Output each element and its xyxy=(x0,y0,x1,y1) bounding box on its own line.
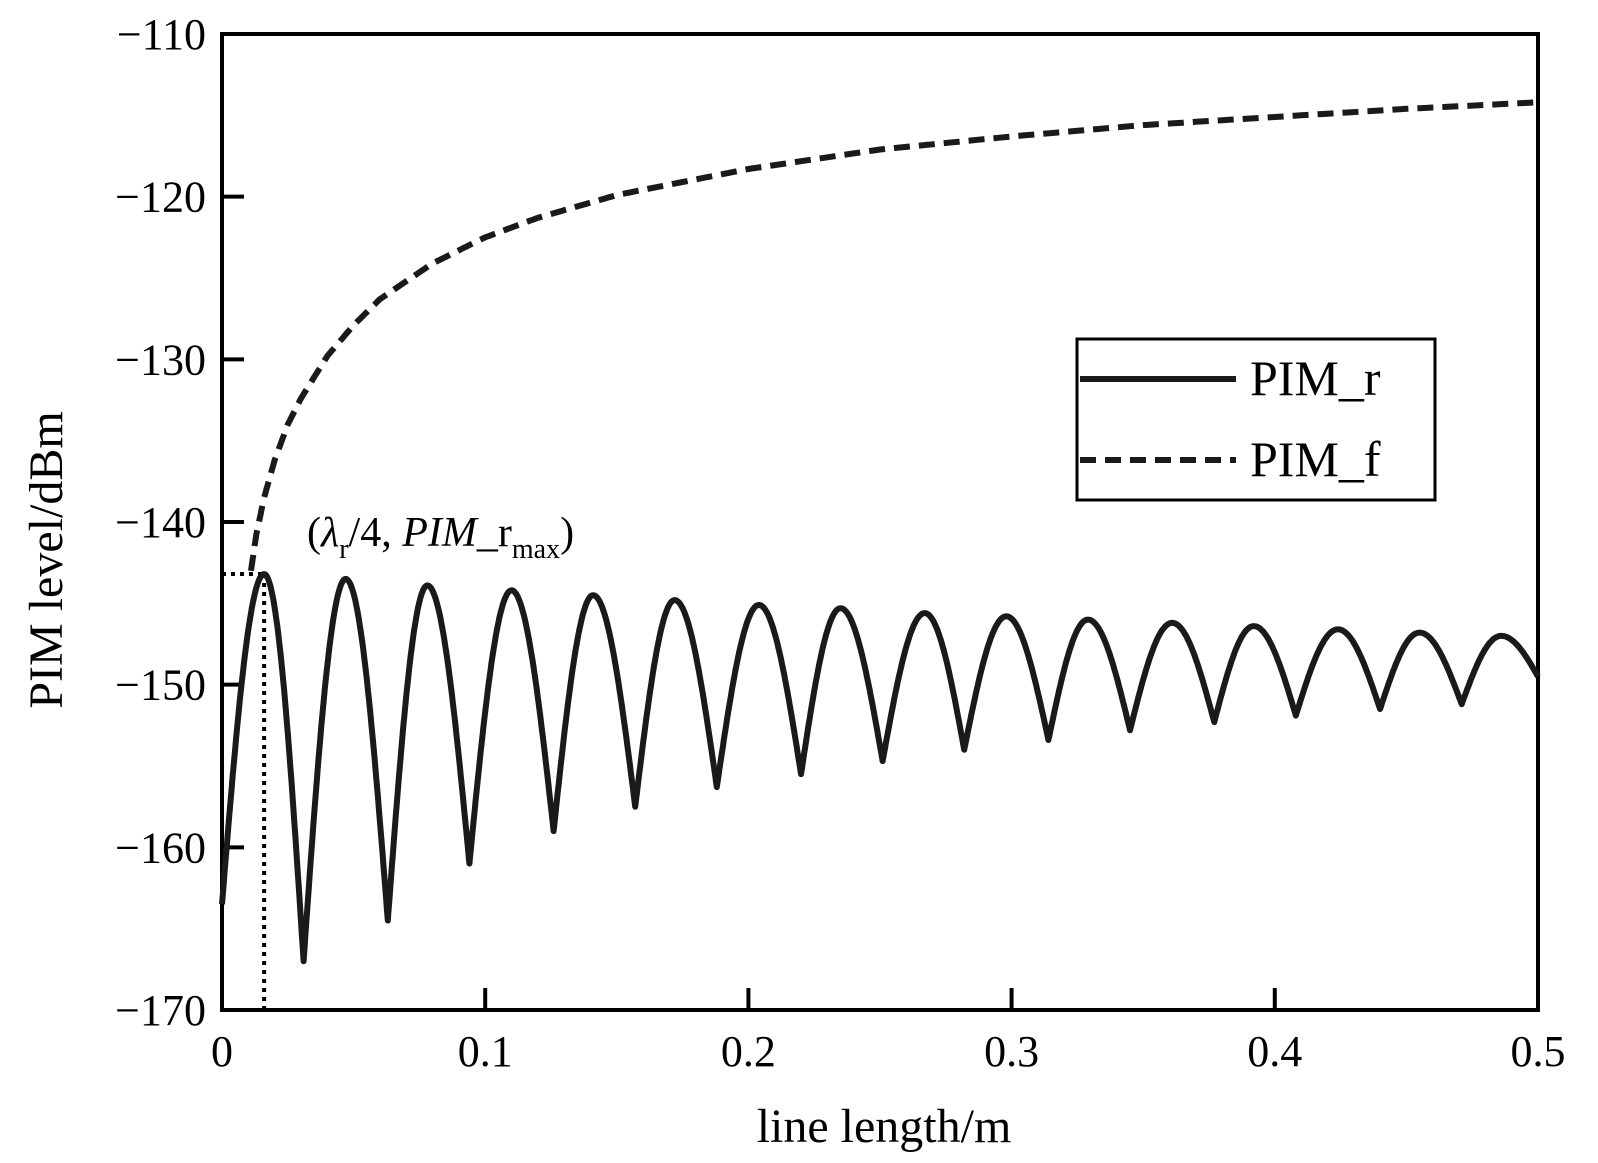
annotation-lambda-sub: r xyxy=(339,534,349,565)
y-tick-label: −110 xyxy=(117,10,206,59)
annotation-max-sub: max xyxy=(512,534,560,565)
annotation-close: ) xyxy=(560,510,574,556)
y-axis-ticks: −110 −120 −130 −140 −150 −160 −170 xyxy=(115,10,244,1035)
annotation-pim: PIM xyxy=(401,510,479,556)
annotation-rest: _r xyxy=(476,510,512,556)
y-tick-label: −140 xyxy=(115,498,206,547)
x-tick-label: 0.3 xyxy=(984,1027,1039,1076)
x-tick-label: 0 xyxy=(211,1027,233,1076)
y-axis-label: PIM level/dBm xyxy=(20,411,73,708)
legend-label-pim-f: PIM_f xyxy=(1250,431,1381,487)
x-tick-label: 0.2 xyxy=(721,1027,776,1076)
series-pim-f-line xyxy=(248,99,1539,572)
y-tick-label: −150 xyxy=(115,661,206,710)
y-tick-label: −120 xyxy=(115,173,206,222)
y-tick-label: −130 xyxy=(115,335,206,384)
peak-annotation: (λr/4, PIM_rmax) xyxy=(307,510,574,565)
annotation-mid: /4, xyxy=(349,510,403,556)
x-tick-label: 0.5 xyxy=(1511,1027,1566,1076)
annotation-open: ( xyxy=(307,510,321,556)
annotation-lambda: λ xyxy=(319,510,339,556)
x-tick-label: 0.1 xyxy=(458,1027,513,1076)
series-pim-r-line xyxy=(219,571,1541,965)
legend-box xyxy=(1075,337,1437,502)
legend: PIM_r PIM_f xyxy=(1075,337,1437,502)
y-tick-label: −160 xyxy=(115,823,206,872)
y-tick-label: −170 xyxy=(115,986,206,1035)
legend-label-pim-r: PIM_r xyxy=(1250,350,1381,406)
x-axis-ticks: 0 0.1 0.2 0.3 0.4 0.5 xyxy=(211,988,1566,1076)
x-tick-label: 0.4 xyxy=(1247,1027,1302,1076)
x-axis-label: line length/m xyxy=(757,1100,1012,1153)
